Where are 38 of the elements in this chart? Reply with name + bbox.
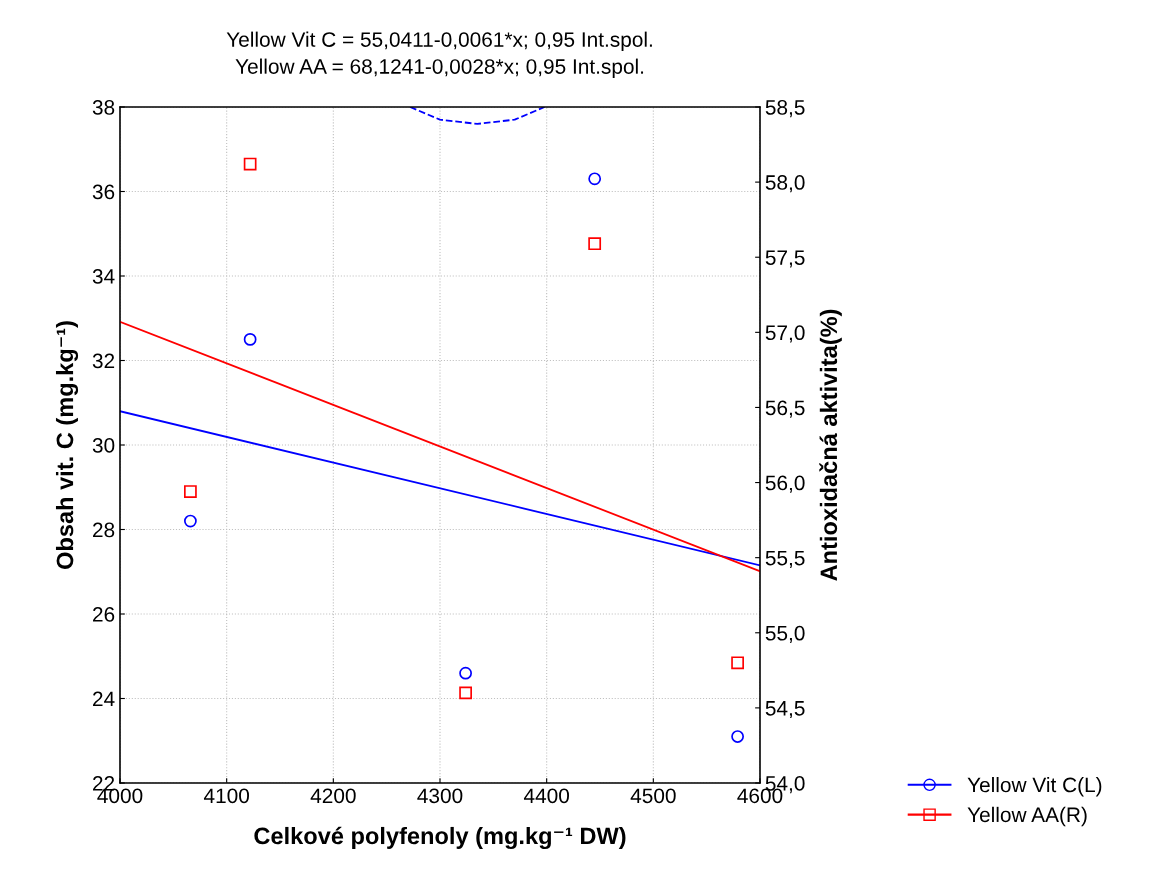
y-axis-title: Obsah vit. C (mg.kg⁻¹) xyxy=(55,321,79,569)
y2-tick-label: 58,0 xyxy=(765,175,805,193)
point xyxy=(731,730,744,743)
y2-tick-label: 58,5 xyxy=(765,100,805,118)
point xyxy=(184,485,197,498)
point xyxy=(184,514,197,528)
point xyxy=(459,686,472,700)
y-tick-label: 34 xyxy=(92,269,115,284)
y-tick-label: 30 xyxy=(92,438,115,453)
y2-tick-label: 55,0 xyxy=(765,625,805,643)
legend-label: Yellow AA(R) xyxy=(967,806,1087,827)
y-tick-label: 26 xyxy=(93,607,115,622)
legend-label: Yellow Vit C(L) xyxy=(967,776,1102,797)
x-tick-label: 4300 xyxy=(417,788,463,804)
y-tick-label: 24 xyxy=(93,691,115,707)
x-tick-label: 4400 xyxy=(523,788,570,804)
x-axis-title: Celkové polyfenoly (mg.kg⁻¹ DW) xyxy=(254,826,626,850)
point xyxy=(731,656,744,670)
point xyxy=(588,237,602,251)
x-tick-label: 4500 xyxy=(630,788,676,804)
y2-tick-label: 57,5 xyxy=(765,250,805,268)
point xyxy=(588,172,602,186)
chart-title: Yellow Vit C = 55,0411-0,0061*x; 0,95 Int.spol. Yellow AA = 68,1241-0,0028*x; 0,95 Int.spol. xyxy=(226,31,652,78)
point xyxy=(243,332,257,346)
y2-tick-label: 56,0 xyxy=(765,475,805,493)
y-tick-label: 32 xyxy=(92,353,115,369)
x-tick-label: 4100 xyxy=(203,788,250,804)
y-tick-label: 36 xyxy=(92,184,115,200)
y2-tick-label: 54,5 xyxy=(765,701,805,719)
point xyxy=(459,666,472,680)
y2-tick-label: 55,5 xyxy=(765,550,805,568)
y2-tick-label: 57,0 xyxy=(765,325,805,343)
y2-axis-title: Antioxidačná aktivita(%) xyxy=(819,309,842,581)
y2-tick-label: 56,5 xyxy=(765,400,805,418)
point xyxy=(243,157,257,171)
x-tick-label: 4200 xyxy=(310,788,356,804)
y-tick-label: 28 xyxy=(93,522,115,538)
y-tick-label: 38 xyxy=(92,100,115,115)
